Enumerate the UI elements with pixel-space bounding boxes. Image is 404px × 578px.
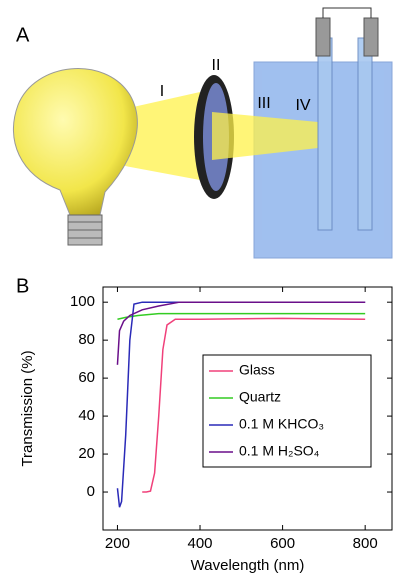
illustration (13, 7, 393, 259)
diagram-label: II (212, 57, 221, 74)
x-tick-label: 200 (105, 535, 130, 552)
diagram-label: III (257, 95, 270, 112)
legend-box (202, 354, 372, 468)
data-line (142, 317, 366, 493)
x-tick-label: 600 (270, 535, 295, 552)
diagram-label: I (160, 83, 164, 100)
y-tick-label: 20 (78, 445, 95, 462)
panel-label: A (16, 24, 30, 46)
legend-label: 0.1 M H₂SO₄ (239, 443, 320, 459)
x-axis-label: Wavelength (nm) (191, 557, 305, 574)
y-axis-label: Transmission (%) (19, 350, 36, 466)
y-tick-label: 80 (78, 331, 95, 348)
data-line (117, 312, 366, 321)
legend-label: Quartz (239, 389, 281, 405)
y-tick-label: 40 (78, 407, 95, 424)
y-tick-label: 0 (87, 483, 95, 500)
legend-label: 0.1 M KHCO₃ (239, 416, 324, 432)
y-tick-label: 100 (70, 293, 95, 310)
legend-label: Glass (239, 362, 275, 378)
plot-frame (102, 286, 393, 531)
y-tick-label: 60 (78, 369, 95, 386)
x-tick-label: 400 (188, 535, 213, 552)
data-line (116, 301, 366, 365)
x-tick-label: 800 (353, 535, 378, 552)
diagram-label: IV (295, 97, 310, 114)
panel-label: B (16, 275, 29, 297)
